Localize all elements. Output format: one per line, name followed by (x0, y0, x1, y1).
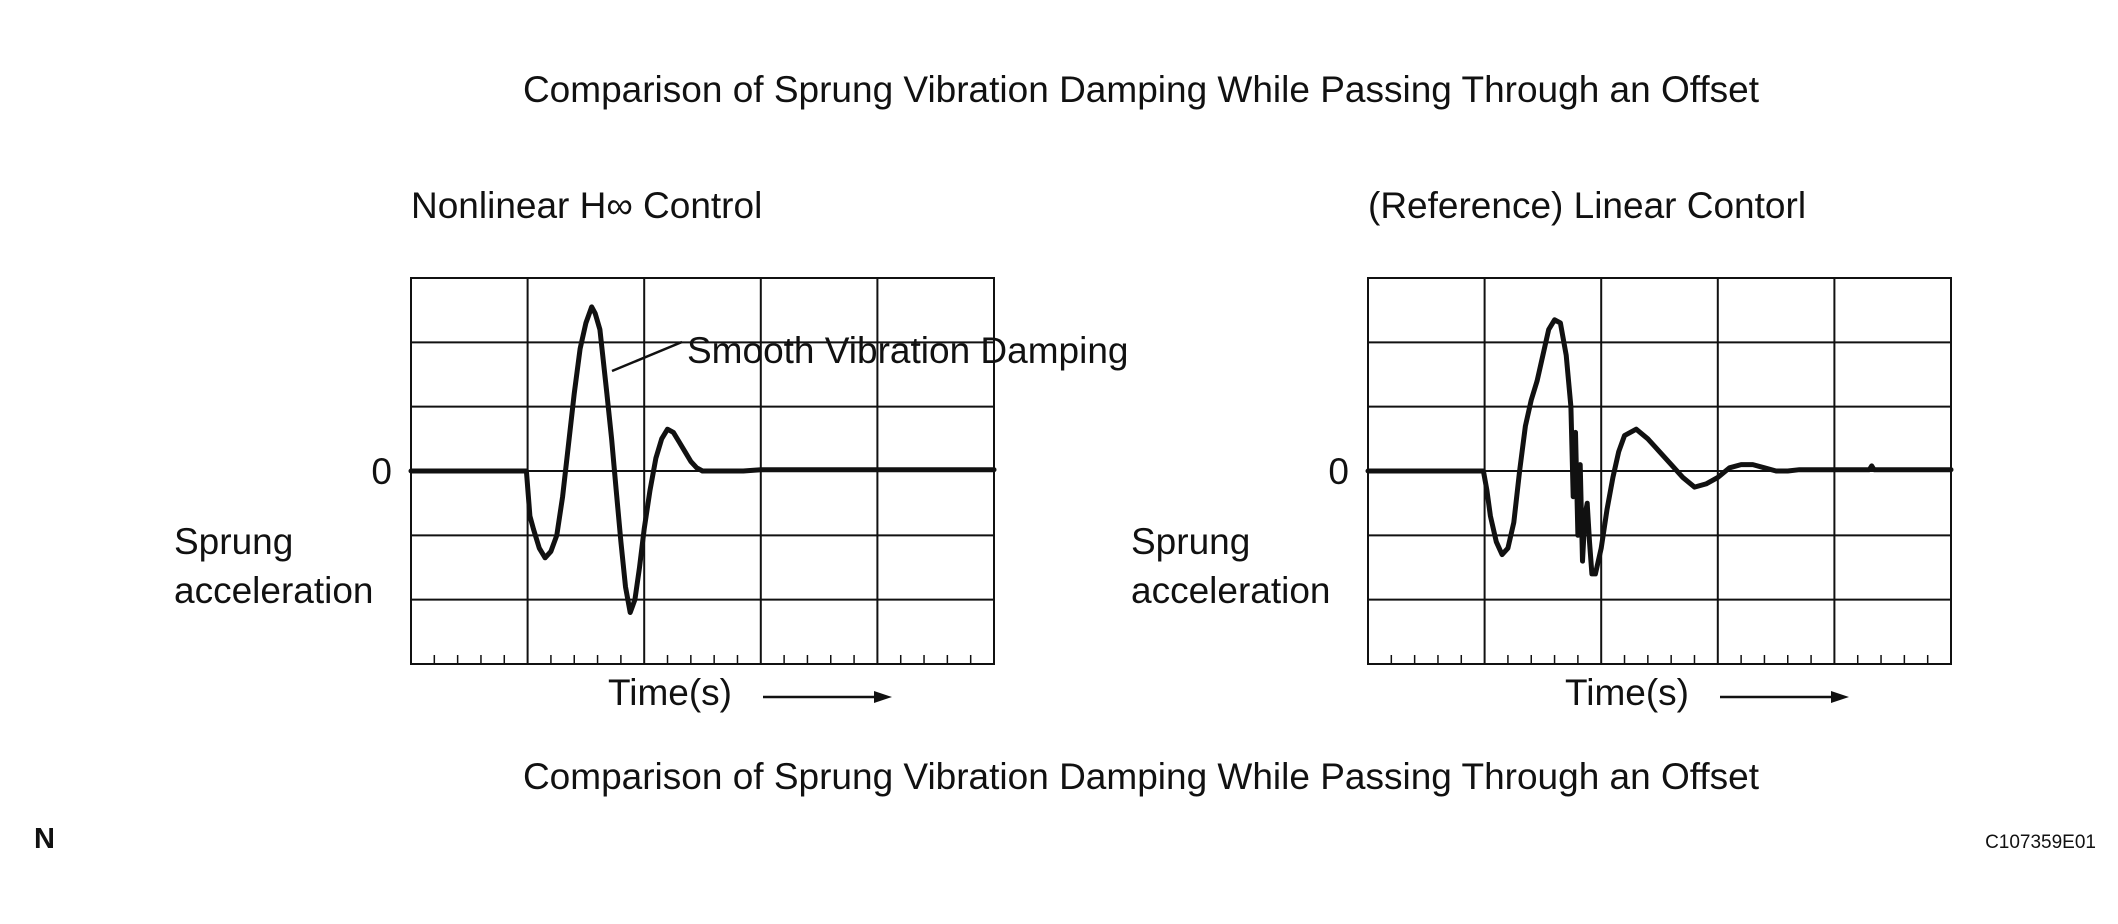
series-line-0 (408, 304, 997, 615)
top-title: Comparison of Sprung Vibration Damping W… (523, 69, 1760, 110)
x-axis-label: Time(s) (1565, 672, 1689, 713)
left-chart: Nonlinear H∞ Control 0 Sprung acceleration T… (174, 185, 1129, 713)
chart-title: (Reference) Linear Contorl (1368, 185, 1806, 226)
y-axis-label-line-1: Sprung (174, 521, 293, 562)
annotation-leader-line (611, 340, 683, 373)
series-line-0 (1365, 317, 1954, 577)
y-axis-label-line-2: acceleration (1131, 570, 1331, 611)
y-axis-label-line-1: Sprung (1131, 521, 1250, 562)
time-arrow-head (874, 691, 892, 703)
zero-tick-label: 0 (1328, 451, 1349, 492)
corner-label: N (34, 823, 55, 855)
chart-panels: Nonlinear H∞ Control 0 Sprung acceleration T… (174, 185, 1954, 713)
zero-tick-label: 0 (371, 451, 392, 492)
annotation-label: Smooth Vibration Damping (687, 330, 1129, 371)
time-arrow-head (1831, 691, 1849, 703)
right-chart: (Reference) Linear Contorl 0 Sprung acceler… (1131, 185, 1954, 713)
figure-code: C107359E01 (1985, 832, 2096, 853)
bottom-caption: Comparison of Sprung Vibration Damping W… (523, 756, 1760, 797)
y-axis-label-line-2: acceleration (174, 570, 374, 611)
x-axis-label: Time(s) (608, 672, 732, 713)
chart-title: Nonlinear H∞ Control (411, 185, 762, 226)
